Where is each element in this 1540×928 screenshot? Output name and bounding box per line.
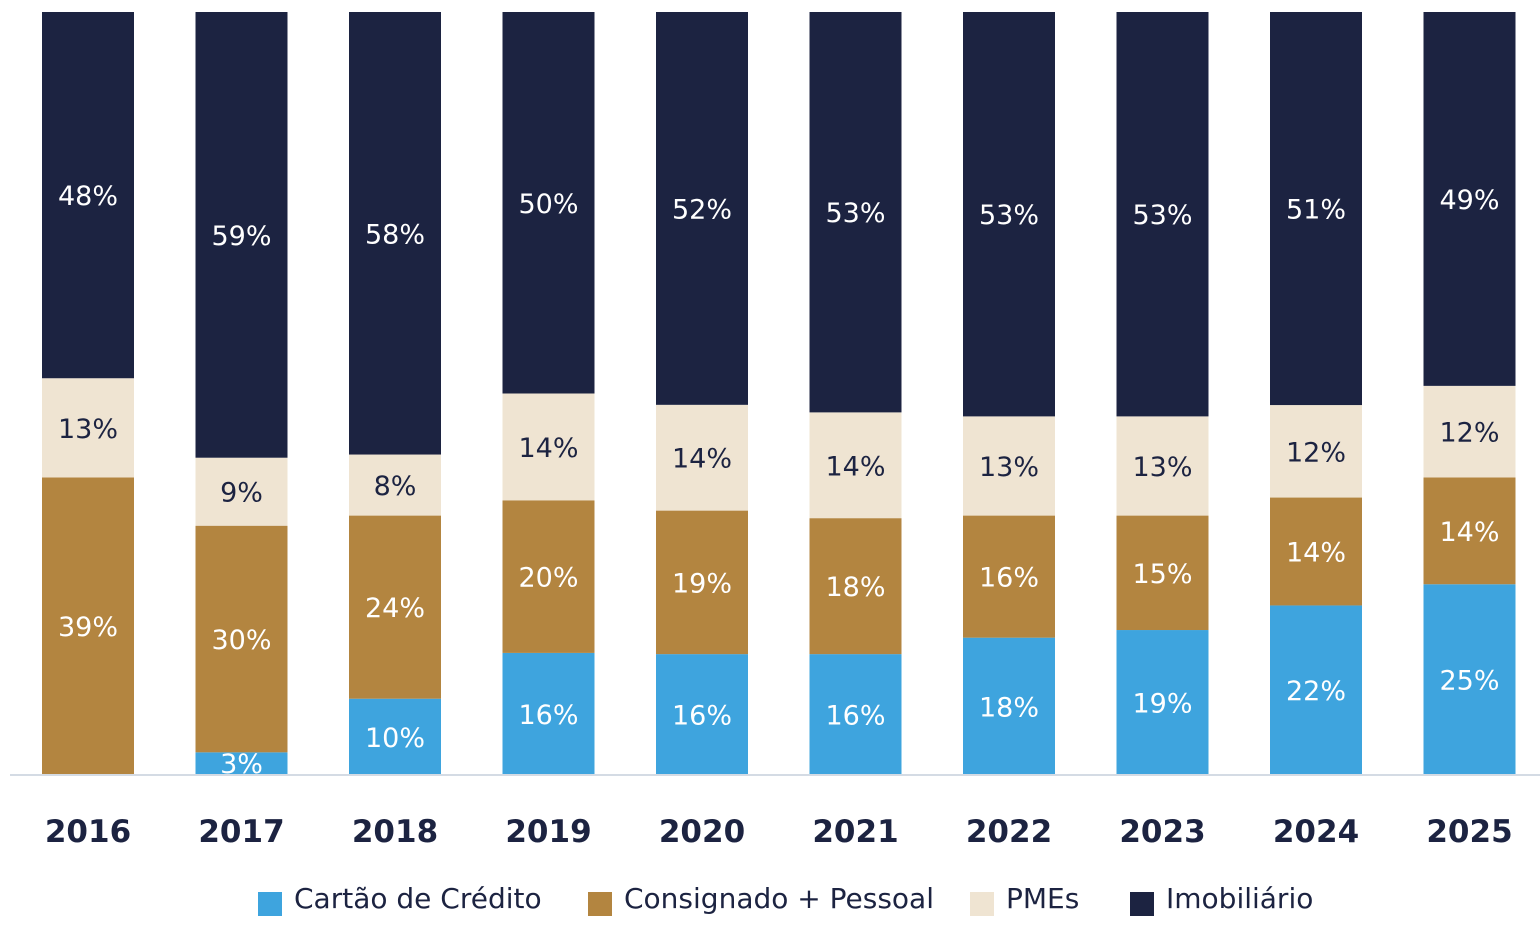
data-label-2020-s0: 16%: [672, 701, 732, 732]
legend-swatch-s2: [970, 892, 994, 916]
legend-swatch-s0: [258, 892, 282, 916]
data-label-2017-s1: 30%: [211, 625, 271, 656]
bar-segment-2018-s3: [349, 12, 441, 455]
data-label-2019-s1: 20%: [518, 563, 578, 594]
data-label-2020-s3: 52%: [672, 194, 732, 225]
bar-segment-2017-s3: [195, 12, 288, 458]
data-label-2024-s0: 22%: [1286, 676, 1346, 707]
bar-segment-2020-s0: [656, 654, 748, 775]
data-label-2020-s2: 14%: [672, 444, 732, 475]
data-label-2025-s2: 12%: [1439, 418, 1499, 449]
bar-segment-2024-s3: [1270, 12, 1362, 406]
bar-segment-2024-s2: [1270, 405, 1362, 498]
data-label-2021-s3: 53%: [825, 198, 885, 229]
data-label-2017-s2: 9%: [220, 478, 263, 509]
data-label-2018-s1: 24%: [365, 593, 425, 624]
bar-segment-2022-s2: [963, 416, 1055, 516]
x-tick-label-2023: 2023: [1119, 814, 1205, 850]
bar-segment-2019-s3: [502, 12, 595, 394]
data-label-2018-s2: 8%: [374, 471, 417, 502]
legend: Cartão de Crédito Consignado + Pessoal PME…: [258, 882, 1313, 916]
bar-segment-2025-s1: [1423, 477, 1516, 585]
bar-segment-2023-s3: [1116, 12, 1209, 417]
data-label-2024-s1: 14%: [1286, 537, 1346, 568]
year-labels-group: 2016 2017 2018 2019 2020 2021 2022 2023 2024 2025: [45, 814, 1513, 850]
bar-segment-2018-s0: [349, 698, 441, 775]
data-label-2025-s1: 14%: [1439, 517, 1499, 548]
bar-segment-2018-s1: [349, 515, 441, 699]
data-label-2021-s2: 14%: [825, 451, 885, 482]
data-label-2022-s1: 16%: [979, 563, 1039, 594]
bars-group: 39%13%48%3%30%9%59%10%24%8%58%16%20%14%5…: [42, 12, 1516, 780]
bar-segment-2020-s1: [656, 510, 748, 655]
data-label-2023-s2: 13%: [1132, 452, 1192, 483]
bar-segment-2024-s1: [1270, 497, 1362, 606]
bar-segment-2016-s2: [42, 378, 134, 478]
legend-swatch-s3: [1130, 892, 1154, 916]
bar-segment-2025-s2: [1423, 385, 1516, 478]
data-label-2022-s3: 53%: [979, 200, 1039, 231]
data-label-2024-s3: 51%: [1286, 195, 1346, 226]
x-tick-label-2019: 2019: [505, 814, 591, 850]
bar-segment-2021-s3: [809, 12, 902, 413]
bar-segment-2018-s2: [349, 454, 441, 516]
x-tick-label-2025: 2025: [1426, 814, 1512, 850]
data-label-2023-s3: 53%: [1132, 200, 1192, 231]
data-label-2022-s0: 18%: [979, 692, 1039, 723]
bar-segment-2023-s0: [1116, 630, 1209, 775]
bar-segment-2020-s2: [656, 404, 748, 511]
legend-label-s3: Imobiliário: [1166, 882, 1313, 915]
bar-segment-2016-s1: [42, 477, 134, 775]
data-label-2023-s0: 19%: [1132, 689, 1192, 720]
data-label-2024-s2: 12%: [1286, 437, 1346, 468]
data-label-2021-s1: 18%: [825, 572, 885, 603]
data-label-2025-s0: 25%: [1439, 666, 1499, 697]
legend-label-s0: Cartão de Crédito: [294, 882, 542, 915]
bar-segment-2019-s1: [502, 500, 595, 653]
bar-segment-2016-s3: [42, 12, 134, 379]
bar-segment-2025-s3: [1423, 12, 1516, 386]
data-label-2018-s0: 10%: [365, 723, 425, 754]
x-tick-label-2017: 2017: [198, 814, 284, 850]
data-label-2016-s1: 39%: [58, 612, 118, 643]
data-label-2025-s3: 49%: [1439, 185, 1499, 216]
bar-segment-2017-s0: [195, 752, 288, 775]
data-label-2021-s0: 16%: [825, 701, 885, 732]
data-label-2018-s3: 58%: [365, 219, 425, 250]
bar-segment-2021-s0: [809, 654, 902, 775]
data-label-2016-s2: 13%: [58, 414, 118, 445]
bar-segment-2017-s2: [195, 457, 288, 526]
bar-segment-2022-s0: [963, 637, 1055, 775]
bar-segment-2025-s0: [1423, 584, 1516, 775]
x-tick-label-2018: 2018: [352, 814, 438, 850]
x-tick-label-2020: 2020: [659, 814, 745, 850]
data-label-2016-s3: 48%: [58, 181, 118, 212]
bar-segment-2023-s2: [1116, 416, 1209, 516]
legend-label-s1: Consignado + Pessoal: [624, 882, 934, 915]
bar-segment-2022-s3: [963, 12, 1055, 417]
bar-segment-2024-s0: [1270, 605, 1362, 775]
x-tick-label-2021: 2021: [812, 814, 898, 850]
x-tick-label-2024: 2024: [1273, 814, 1359, 850]
x-tick-label-2022: 2022: [966, 814, 1052, 850]
data-label-2017-s3: 59%: [211, 221, 271, 252]
bar-segment-2021-s2: [809, 412, 902, 519]
data-label-2019-s0: 16%: [518, 700, 578, 731]
data-label-2022-s2: 13%: [979, 452, 1039, 483]
bar-segment-2017-s1: [195, 525, 288, 753]
legend-label-s2: PMEs: [1006, 882, 1079, 915]
bar-segment-2022-s1: [963, 515, 1055, 638]
data-label-2019-s3: 50%: [518, 189, 578, 220]
bar-segment-2019-s2: [502, 393, 595, 501]
bar-segment-2021-s1: [809, 518, 902, 655]
x-tick-label-2016: 2016: [45, 814, 131, 850]
data-label-2023-s1: 15%: [1132, 559, 1192, 590]
data-label-2020-s1: 19%: [672, 568, 732, 599]
bar-segment-2023-s1: [1116, 515, 1209, 631]
legend-swatch-s1: [588, 892, 612, 916]
bar-segment-2020-s3: [656, 12, 748, 405]
bar-segment-2019-s0: [502, 652, 595, 775]
data-label-2019-s2: 14%: [518, 433, 578, 464]
